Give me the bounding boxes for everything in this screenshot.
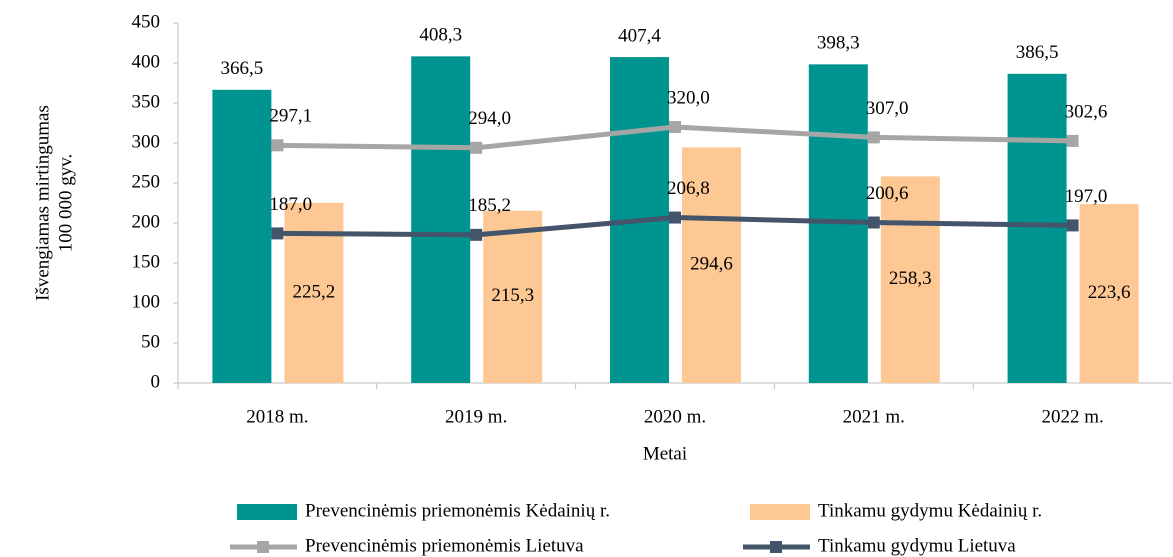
marker <box>669 211 681 224</box>
bar <box>682 147 741 383</box>
legend-label: Prevencinėmis priemonėmis Lietuva <box>305 535 584 556</box>
y-axis-label: Išvengiamas mirtingumas <box>32 105 53 301</box>
legend-swatch <box>237 504 297 520</box>
legend-label: Tinkamu gydymu Lietuva <box>818 535 1016 556</box>
y-tick-label: 450 <box>132 11 161 32</box>
bar <box>1079 204 1139 383</box>
marker <box>271 227 284 240</box>
legend-swatch <box>750 504 810 520</box>
bar <box>212 89 272 384</box>
x-tick-label: 2018 m. <box>246 406 308 427</box>
y-tick-label: 0 <box>151 371 161 392</box>
legend-label: Prevencinėmis priemonėmis Kėdainių r. <box>305 500 610 521</box>
data-label: 258,3 <box>889 268 932 289</box>
y-tick-label: 150 <box>132 251 161 272</box>
marker <box>1066 219 1079 232</box>
bar <box>411 56 471 384</box>
data-label: 307,0 <box>866 98 909 119</box>
marker <box>271 139 284 152</box>
x-tick-label: 2021 m. <box>843 406 905 427</box>
bar <box>483 210 543 383</box>
y-tick-label: 300 <box>132 131 161 152</box>
x-tick-label: 2019 m. <box>445 406 507 427</box>
data-label: 185,2 <box>468 195 511 216</box>
y-axis-label: 100 000 gyv. <box>55 154 76 253</box>
data-label: 294,0 <box>468 108 511 129</box>
data-label: 200,6 <box>866 183 909 204</box>
y-tick-label: 100 <box>132 291 161 312</box>
data-label: 320,0 <box>667 87 710 108</box>
x-tick-label: 2020 m. <box>644 406 706 427</box>
data-label: 366,5 <box>221 58 264 79</box>
bar <box>880 176 940 383</box>
data-label: 187,0 <box>269 194 312 215</box>
x-tick-label: 2022 m. <box>1041 406 1103 427</box>
data-label: 297,1 <box>269 106 312 127</box>
legend-label: Tinkamu gydymu Kėdainių r. <box>818 500 1042 521</box>
data-label: 386,5 <box>1016 42 1059 63</box>
data-label: 206,8 <box>667 178 710 199</box>
y-tick-label: 250 <box>132 171 161 192</box>
marker <box>867 131 880 144</box>
data-label: 408,3 <box>419 25 462 46</box>
marker <box>470 228 483 241</box>
y-tick-label: 400 <box>132 51 161 72</box>
marker <box>867 216 880 229</box>
bar <box>1007 73 1067 384</box>
data-label: 223,6 <box>1088 282 1131 303</box>
marker <box>470 141 483 154</box>
x-axis-label: Metai <box>643 443 687 464</box>
data-label: 398,3 <box>817 33 860 54</box>
data-label: 407,4 <box>618 25 661 46</box>
legend-swatch <box>257 541 269 553</box>
data-label: 197,0 <box>1065 186 1108 207</box>
y-tick-label: 350 <box>132 91 161 112</box>
marker <box>669 121 681 133</box>
y-tick-label: 50 <box>141 331 160 352</box>
y-tick-label: 200 <box>132 211 161 232</box>
data-label: 225,2 <box>293 281 336 302</box>
data-label: 302,6 <box>1065 101 1108 122</box>
data-label: 215,3 <box>491 285 534 306</box>
legend-swatch <box>770 541 782 553</box>
marker <box>1066 134 1079 147</box>
data-label: 294,6 <box>690 254 733 275</box>
